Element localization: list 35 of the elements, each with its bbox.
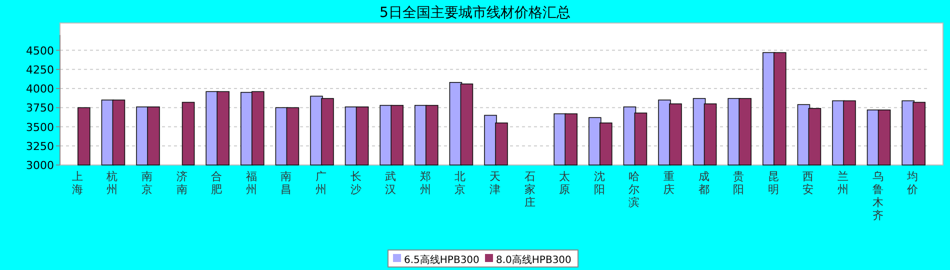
legend-label: 8.0高线HPB300 bbox=[496, 254, 572, 266]
x-tick-label: 沈阳 bbox=[594, 170, 605, 196]
y-tick-label: 4250 bbox=[26, 63, 54, 76]
x-tick-label: 郑州 bbox=[420, 170, 431, 196]
y-tick-label: 3250 bbox=[26, 140, 54, 153]
x-tick-label: 福州 bbox=[246, 170, 257, 196]
x-tick-label: 合肥 bbox=[211, 170, 222, 196]
x-tick-label: 兰州 bbox=[838, 170, 848, 196]
x-tick-label: 杭州 bbox=[106, 170, 118, 196]
x-tick-label: 石家庄 bbox=[524, 170, 536, 209]
y-tick-label: 4500 bbox=[26, 44, 54, 58]
x-tick-label: 哈尔滨 bbox=[628, 170, 640, 209]
x-tick-label: 北京 bbox=[454, 170, 466, 196]
x-tick-label: 济南 bbox=[176, 170, 188, 196]
legend-label: 6.5高线HPB300 bbox=[404, 254, 480, 266]
x-tick-label: 上海 bbox=[72, 170, 83, 196]
x-tick-label: 均价 bbox=[906, 170, 918, 196]
x-tick-label: 乌鲁木齐 bbox=[872, 170, 884, 222]
x-tick-label: 长沙 bbox=[350, 170, 362, 196]
x-tick-label: 武汉 bbox=[385, 170, 396, 196]
x-tick-label: 西安 bbox=[802, 170, 814, 196]
x-tick-label: 重庆 bbox=[664, 170, 674, 196]
y-tick-label: 4000 bbox=[26, 82, 54, 96]
x-tick-label: 成都 bbox=[698, 170, 710, 196]
y-tick-label: 3500 bbox=[26, 120, 54, 134]
x-tick-label: 广州 bbox=[316, 170, 326, 196]
x-tick-label: 太原 bbox=[559, 170, 570, 196]
y-tick-label: 3000 bbox=[26, 159, 54, 172]
y-tick-label: 3750 bbox=[26, 102, 54, 115]
x-tick-label: 南昌 bbox=[280, 170, 292, 196]
x-tick-label: 昆明 bbox=[768, 170, 779, 196]
x-tick-label: 贵阳 bbox=[733, 170, 744, 196]
x-tick-label: 南京 bbox=[142, 170, 152, 196]
chart-title: 5日全国主要城市线材价格汇总 bbox=[380, 5, 570, 21]
x-tick-label: 天津 bbox=[490, 170, 500, 196]
